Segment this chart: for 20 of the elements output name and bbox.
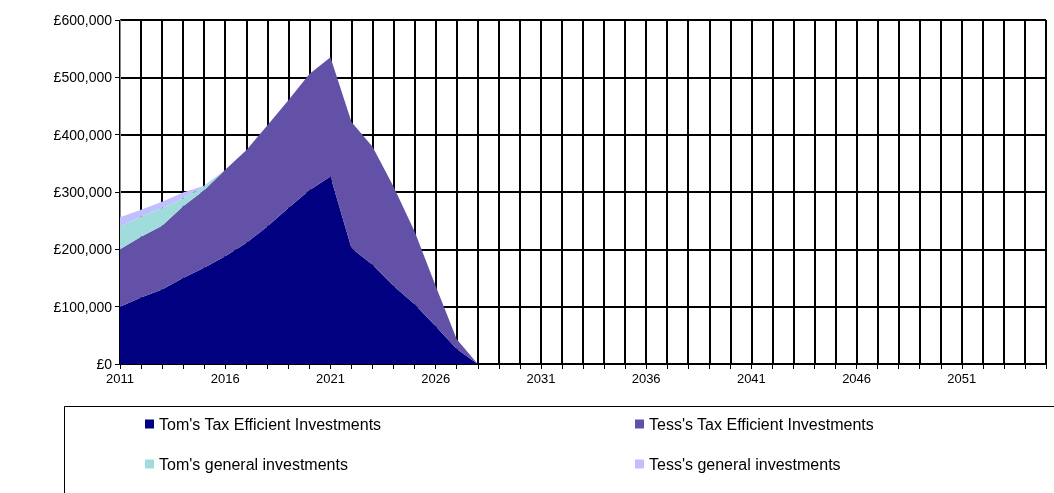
x-tick-label: 2021	[315, 371, 345, 386]
legend-label: Tom's general investments	[159, 455, 348, 473]
x-tick-label: 2051	[947, 371, 977, 386]
x-tick-label: 2046	[842, 371, 872, 386]
x-tick-label: 2026	[421, 371, 451, 386]
y-tick-label: £600,000	[53, 12, 113, 28]
legend-label: Tess's general investments	[649, 455, 841, 473]
legend-label: Tess's Tax Efficient Investments	[649, 415, 874, 433]
x-tick-label: 2041	[736, 371, 766, 386]
y-tick-label: £500,000	[53, 69, 113, 86]
x-tick-label: 2016	[210, 371, 240, 386]
y-tick-label: £0	[96, 356, 113, 372]
y-tick-label: £100,000	[53, 298, 113, 315]
x-tick-label: 2036	[631, 371, 661, 386]
x-tick-label: 2031	[526, 371, 556, 386]
x-tick-label: 2011	[106, 371, 134, 386]
legend-label: Tom's Tax Efficient Investments	[159, 415, 382, 433]
y-tick-label: £200,000	[53, 241, 113, 258]
y-tick-label: £300,000	[53, 184, 113, 200]
y-tick-label: £400,000	[53, 126, 113, 143]
